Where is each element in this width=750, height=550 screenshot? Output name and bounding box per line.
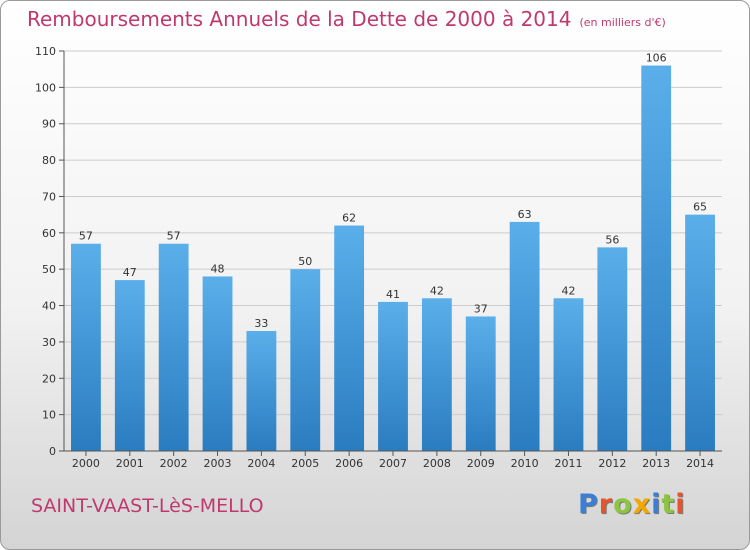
y-tick-label: 80 <box>42 154 56 167</box>
bar <box>71 243 101 451</box>
bar <box>509 221 540 451</box>
bar-value-label: 42 <box>561 284 575 297</box>
x-tick-label: 2005 <box>291 457 319 470</box>
x-tick-label: 2012 <box>598 457 626 470</box>
x-tick-label: 2010 <box>511 457 539 470</box>
x-tick-label: 2014 <box>686 457 714 470</box>
bar-value-label: 106 <box>646 52 667 65</box>
logo-letter: r <box>598 489 614 520</box>
bar <box>202 276 233 451</box>
bar-value-label: 56 <box>605 233 619 246</box>
y-tick-label: 50 <box>42 263 56 276</box>
place-name: SAINT-VAAST-LèS-MELLO <box>31 495 264 517</box>
bar-value-label: 57 <box>79 230 93 243</box>
y-tick-label: 20 <box>42 372 56 385</box>
bar-value-label: 41 <box>386 288 400 301</box>
bar-value-label: 62 <box>342 212 356 225</box>
chart-title: Remboursements Annuels de la Dette de 20… <box>27 7 666 31</box>
labels: 0 10 20 30 40 50 60 70 80 90 100 110 57 2000 47 2001 57 2… <box>35 45 714 470</box>
bar <box>378 301 408 451</box>
x-tick-label: 2004 <box>247 457 275 470</box>
bar-value-label: 65 <box>693 201 707 214</box>
y-tick-label: 40 <box>42 300 56 313</box>
y-tick-label: 60 <box>42 227 56 240</box>
bar <box>290 269 321 451</box>
y-tick-label: 30 <box>42 336 56 349</box>
bar-value-label: 42 <box>430 284 444 297</box>
y-tick-label: 90 <box>42 118 56 131</box>
bar <box>421 298 452 451</box>
logo-letter: o <box>613 489 633 520</box>
bars <box>71 65 715 451</box>
x-tick-label: 2009 <box>467 457 495 470</box>
logo-letter: P <box>578 489 599 520</box>
chart-title-text: Remboursements Annuels de la Dette de 20… <box>27 7 572 31</box>
x-tick-label: 2002 <box>160 457 188 470</box>
y-tick-label: 0 <box>49 445 56 458</box>
x-tick-label: 2003 <box>204 457 232 470</box>
bar <box>597 247 628 451</box>
x-tick-label: 2011 <box>554 457 582 470</box>
bar <box>246 331 277 451</box>
bar <box>334 225 365 451</box>
x-tick-label: 2001 <box>116 457 144 470</box>
logo-letter: i <box>675 489 686 520</box>
y-tick-label: 70 <box>42 190 56 203</box>
bar-value-label: 57 <box>167 230 181 243</box>
bar-value-label: 63 <box>518 208 532 221</box>
bar-value-label: 47 <box>123 266 137 279</box>
bar <box>685 214 715 451</box>
axes <box>59 50 722 456</box>
x-tick-label: 2008 <box>423 457 451 470</box>
proxiti-logo[interactable]: Proxiti <box>578 489 686 520</box>
bar-value-label: 33 <box>254 317 268 330</box>
bar-value-label: 50 <box>298 255 312 268</box>
y-tick-label: 100 <box>35 81 56 94</box>
x-tick-label: 2006 <box>335 457 363 470</box>
logo-letter: x <box>632 489 652 520</box>
x-tick-label: 2000 <box>72 457 100 470</box>
bar <box>114 280 145 451</box>
bar-value-label: 37 <box>474 302 488 315</box>
y-tick-label: 110 <box>35 45 56 58</box>
bar <box>465 316 496 451</box>
x-tick-label: 2007 <box>379 457 407 470</box>
logo-letter: i <box>651 489 662 520</box>
chart-title-unit: (en milliers d'€) <box>579 16 666 29</box>
y-tick-label: 10 <box>42 409 56 422</box>
x-tick-label: 2013 <box>642 457 670 470</box>
logo-letter: t <box>661 489 676 520</box>
bar <box>158 243 189 451</box>
bar <box>641 65 672 451</box>
bar <box>553 298 584 451</box>
bar-value-label: 48 <box>211 262 225 275</box>
